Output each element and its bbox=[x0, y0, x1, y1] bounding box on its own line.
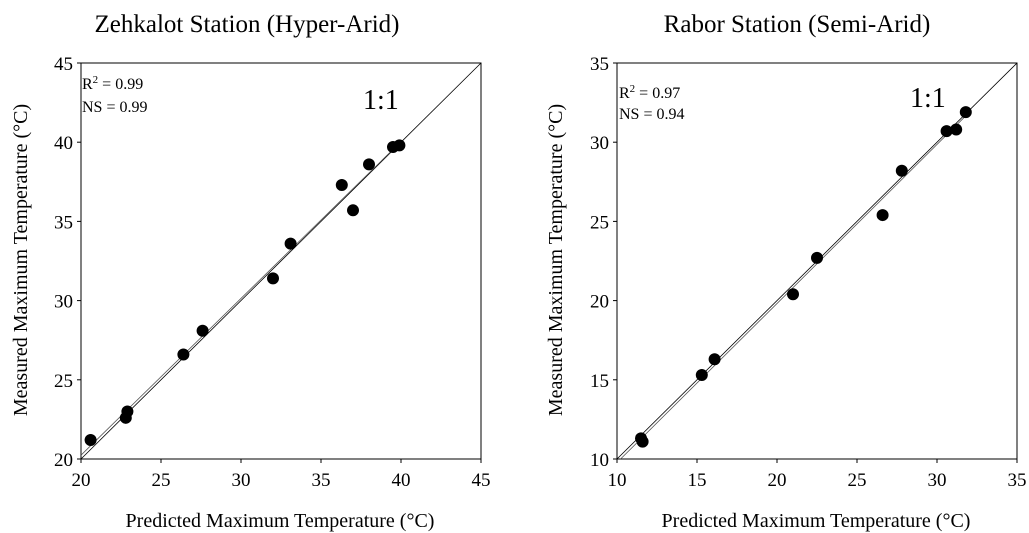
one-to-one-line bbox=[80, 62, 482, 460]
x-tick-label: 25 bbox=[152, 470, 171, 491]
data-point bbox=[363, 158, 375, 171]
y-tick-label: 15 bbox=[590, 371, 609, 392]
data-point bbox=[347, 204, 359, 217]
data-point bbox=[284, 237, 297, 250]
x-tick-label: 20 bbox=[72, 470, 91, 491]
data-point bbox=[959, 106, 972, 119]
r2-superscript: 2 bbox=[630, 83, 636, 95]
data-point bbox=[695, 369, 708, 382]
data-point bbox=[811, 251, 823, 264]
data-point bbox=[84, 433, 97, 446]
x-tick-label: 35 bbox=[312, 470, 331, 491]
x-axis-label: Predicted Maximum Temperature (°C) bbox=[126, 510, 435, 532]
data-point bbox=[636, 435, 649, 448]
r2-annotation: R2 = 0.99 bbox=[82, 74, 143, 93]
r2-label: R bbox=[619, 85, 630, 102]
y-tick-label: 30 bbox=[54, 292, 73, 313]
x-tick-label: 25 bbox=[848, 470, 867, 491]
data-point bbox=[708, 353, 721, 366]
x-tick-label: 35 bbox=[1008, 470, 1027, 491]
x-tick-label: 15 bbox=[688, 470, 707, 491]
chart-panel-rabor: Rabor Station (Semi-Arid) Predicted Maxi… bbox=[545, 11, 1027, 532]
data-point bbox=[787, 288, 799, 301]
data-point bbox=[121, 405, 134, 418]
y-axis-label: Measured Maximum Temperature (°C) bbox=[545, 104, 567, 416]
r2-label: R bbox=[82, 76, 93, 93]
data-point bbox=[267, 272, 279, 285]
y-axis-label: Measured Maximum Temperature (°C) bbox=[10, 104, 32, 416]
trend-line bbox=[620, 115, 967, 460]
x-tick-label: 40 bbox=[392, 470, 411, 491]
y-tick-label: 35 bbox=[54, 212, 73, 233]
chart-panel-zehkalot: Zehkalot Station (Hyper-Arid) Predicted … bbox=[10, 11, 491, 532]
one-to-one-label: 1:1 bbox=[363, 85, 399, 116]
x-tick-label: 10 bbox=[608, 470, 627, 491]
x-tick-label: 20 bbox=[768, 470, 787, 491]
x-tick-label: 30 bbox=[928, 470, 947, 491]
x-axis-label: Predicted Maximum Temperature (°C) bbox=[662, 510, 971, 532]
y-tick-label: 25 bbox=[54, 371, 73, 392]
data-point bbox=[876, 209, 889, 222]
data-point bbox=[950, 123, 963, 136]
plot-area-frame bbox=[616, 62, 1018, 460]
y-tick-label: 20 bbox=[590, 292, 609, 313]
plot-area-frame bbox=[80, 62, 482, 460]
data-point bbox=[335, 178, 348, 191]
x-tick-label: 30 bbox=[232, 470, 251, 491]
data-point bbox=[393, 139, 406, 152]
chart-title: Rabor Station (Semi-Arid) bbox=[664, 11, 931, 38]
y-tick-label: 10 bbox=[590, 450, 609, 471]
ns-annotation: NS = 0.99 bbox=[82, 99, 147, 116]
y-tick-label: 40 bbox=[54, 133, 73, 154]
ns-annotation: NS = 0.94 bbox=[619, 106, 684, 123]
y-tick-label: 35 bbox=[590, 54, 609, 75]
x-tick-label: 45 bbox=[472, 470, 491, 491]
r2-superscript: 2 bbox=[93, 74, 99, 86]
chart-title: Zehkalot Station (Hyper-Arid) bbox=[95, 11, 400, 38]
y-tick-label: 25 bbox=[590, 212, 609, 233]
r2-value: = 0.99 bbox=[98, 76, 143, 93]
y-tick-label: 45 bbox=[54, 54, 73, 75]
data-point bbox=[177, 348, 190, 361]
r2-value: = 0.97 bbox=[635, 85, 680, 102]
trend-line bbox=[80, 142, 400, 456]
data-point bbox=[196, 324, 209, 337]
y-tick-label: 20 bbox=[54, 450, 73, 471]
r2-annotation: R2 = 0.97 bbox=[619, 83, 680, 102]
data-point bbox=[895, 164, 908, 177]
one-to-one-label: 1:1 bbox=[910, 83, 946, 114]
y-tick-label: 30 bbox=[590, 133, 609, 154]
